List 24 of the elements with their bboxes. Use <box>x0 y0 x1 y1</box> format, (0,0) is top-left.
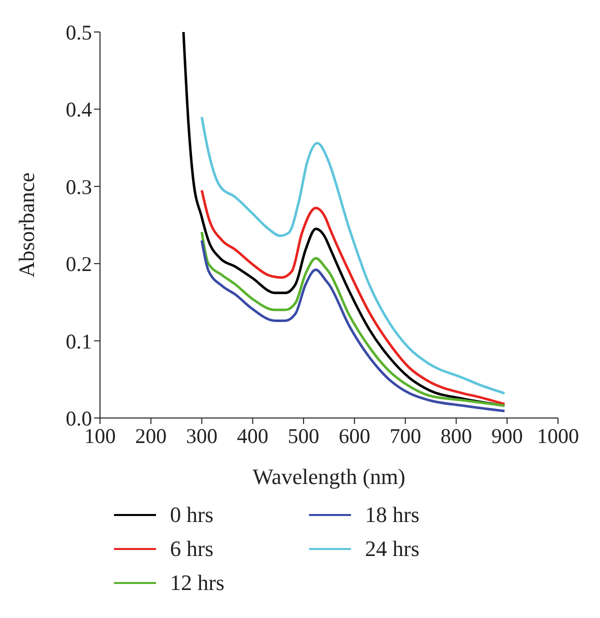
x-tick-label: 400 <box>236 424 268 448</box>
x-tick-label: 700 <box>390 424 422 448</box>
x-tick-label: 800 <box>440 424 472 448</box>
y-tick-label: 0.5 <box>66 20 92 44</box>
x-tick-label: 300 <box>186 424 218 448</box>
x-tick-label: 600 <box>338 424 370 448</box>
x-tick-label: 1000 <box>537 424 579 448</box>
y-axis-title: Absorbance <box>14 172 39 278</box>
legend-label: 24 hrs <box>365 536 420 562</box>
legend-label: 0 hrs <box>170 502 214 528</box>
x-tick-label: 900 <box>491 424 523 448</box>
line-series <box>200 116 506 395</box>
y-tick-label: 0.4 <box>66 98 92 122</box>
y-tick-label: 0.3 <box>66 174 92 199</box>
x-tick-label: 200 <box>135 424 167 448</box>
y-tick-label: 0.1 <box>66 329 92 354</box>
y-tick-label: 0.2 <box>66 252 92 276</box>
line-series <box>200 189 506 406</box>
legend-label: 12 hrs <box>170 570 224 596</box>
x-tick-label: 500 <box>288 424 320 448</box>
legend-label: 18 hrs <box>365 502 420 528</box>
x-axis-title: Wavelength (nm) <box>252 464 406 489</box>
y-tick-label: 0.0 <box>66 406 92 430</box>
legend-label: 6 hrs <box>170 536 214 562</box>
